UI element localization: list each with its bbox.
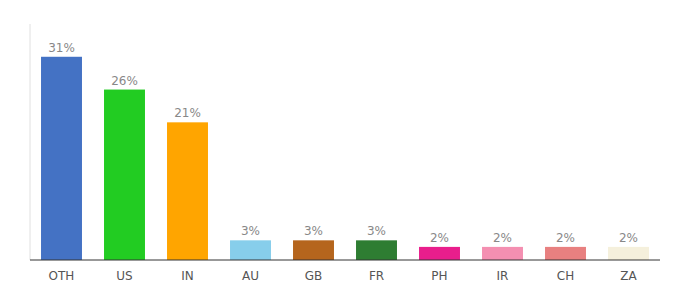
x-tick-label: FR [369,269,384,283]
data-label: 2% [493,231,512,245]
data-label: 2% [430,231,449,245]
bar [293,240,334,260]
x-tick-label: US [116,269,132,283]
bar [482,247,523,260]
x-tick-label: IR [497,269,509,283]
data-label: 3% [241,224,260,238]
data-label: 2% [556,231,575,245]
x-tick-label: OTH [49,269,75,283]
bar [41,57,82,260]
data-label: 2% [619,231,638,245]
x-tick-label: AU [242,269,259,283]
bar [608,247,649,260]
x-tick-label: IN [181,269,194,283]
data-label: 31% [48,41,75,55]
data-label: 3% [304,224,323,238]
data-label: 21% [174,106,201,120]
bar [545,247,586,260]
bar [356,240,397,260]
x-tick-label: GB [305,269,323,283]
data-label: 26% [111,74,138,88]
bar [167,122,208,260]
x-tick-label: ZA [620,269,637,283]
bar [419,247,460,260]
data-label: 3% [367,224,386,238]
x-axis-line [30,260,660,261]
x-tick-label: PH [431,269,447,283]
y-axis-line [30,24,31,260]
bar [104,90,145,260]
x-tick-label: CH [557,269,574,283]
bars [41,57,649,260]
chart-container: 31% 26% 21% 3% 3% 3% 2% 2% 2% 2% OTH US IN AU GB FR PH IR… [0,0,680,300]
bar [230,240,271,260]
chart-svg: 31% 26% 21% 3% 3% 3% 2% 2% 2% 2% OTH US IN AU GB FR PH IR… [0,0,680,300]
